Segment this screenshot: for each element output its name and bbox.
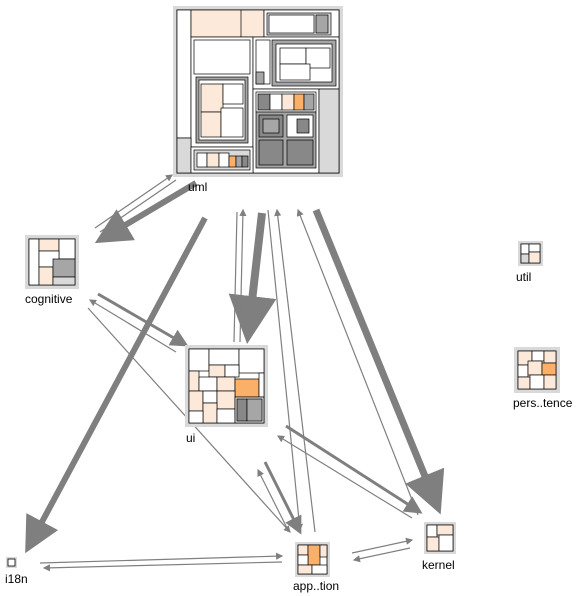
package-application[interactable]: app..tion <box>293 542 339 593</box>
edge-app-i18n <box>42 561 283 572</box>
edge-kernel-app <box>352 547 411 563</box>
package-ui[interactable]: ui <box>185 345 268 445</box>
edge-uml-ui <box>228 212 277 344</box>
package-application-label: app..tion <box>293 579 339 593</box>
edge-ui-uml-2 <box>233 211 238 343</box>
package-persistence[interactable]: pers..tence <box>513 347 573 410</box>
edge-kernel-ui <box>276 435 413 519</box>
edge-ui-cognitive <box>88 299 177 353</box>
edge-ui-kernel <box>285 424 423 514</box>
edge-uml-kernel <box>312 208 445 515</box>
package-util-label: util <box>516 270 531 284</box>
package-util[interactable]: util <box>516 241 543 284</box>
edge-ui-app <box>263 461 302 535</box>
package-cognitive[interactable]: cognitive <box>25 235 79 306</box>
package-ui-label: ui <box>186 431 195 445</box>
edge-ui-uml <box>239 208 247 343</box>
package-uml-label: uml <box>188 180 207 194</box>
package-i18n[interactable]: i18n <box>5 557 28 586</box>
edge-app-kernel <box>351 537 414 554</box>
package-kernel[interactable]: kernel <box>422 522 456 572</box>
edge-uml-i18n <box>25 216 208 554</box>
edge-uml-cognitive <box>94 180 198 244</box>
edge-cognitive-uml-2 <box>99 179 177 233</box>
package-i18n-label: i18n <box>5 572 28 586</box>
edge-i18n-app <box>39 552 284 564</box>
package-kernel-label: kernel <box>422 558 455 572</box>
edge-uml-app <box>267 209 303 532</box>
edge-app-ui <box>257 468 289 531</box>
edge-cognitive-ui <box>97 292 189 347</box>
edge-app-uml <box>274 208 316 533</box>
edge-kernel-uml <box>296 208 419 516</box>
package-cognitive-label: cognitive <box>25 292 73 306</box>
package-persistence-label: pers..tence <box>513 396 573 410</box>
package-uml[interactable]: uml <box>173 6 343 194</box>
edge-cognitive-uml <box>94 174 173 229</box>
